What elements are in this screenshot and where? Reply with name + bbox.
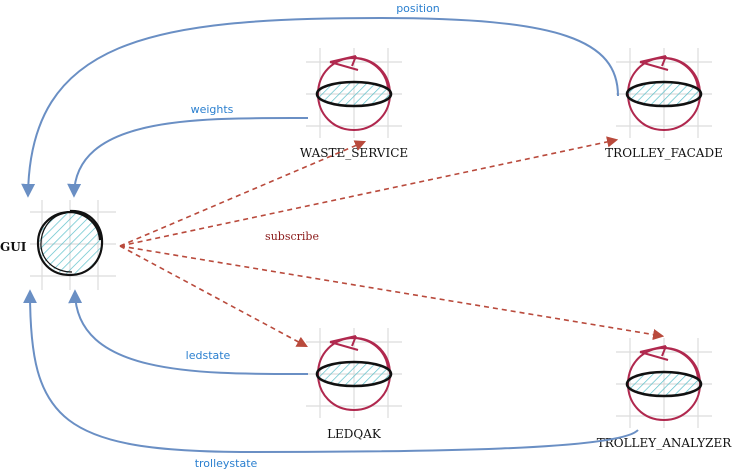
waste-service-actor-icon — [315, 55, 393, 132]
gui-node[interactable]: GUI — [0, 200, 116, 290]
subscribe-arrow-ledqak — [119, 245, 308, 348]
edge-position: position — [21, 2, 619, 198]
trolley-facade-label: TROLLEY_FACADE — [605, 146, 723, 160]
ledqak-node[interactable]: LEDQAK — [306, 328, 402, 441]
edge-weights-label: weights — [191, 103, 234, 116]
subscribe-arrow-trolley-analyzer — [119, 245, 665, 341]
edge-trolleystate: trolleystate — [23, 289, 639, 469]
ledqak-label: LEDQAK — [327, 427, 382, 441]
edge-ledstate-label: ledstate — [186, 349, 231, 362]
ledqak-actor-icon — [315, 335, 393, 412]
edge-ledstate: ledstate — [68, 289, 309, 376]
trolley-analyzer-actor-icon — [625, 345, 703, 422]
trolley-facade-actor-icon — [625, 55, 703, 132]
edge-subscribe: subscribe — [119, 136, 665, 348]
trolley-facade-node[interactable]: TROLLEY_FACADE — [605, 48, 723, 160]
edge-subscribe-label: subscribe — [265, 230, 319, 243]
waste-service-node[interactable]: WASTE_SERVICE — [300, 48, 408, 160]
gui-circle-icon — [36, 209, 104, 277]
edge-position-label: position — [396, 2, 440, 15]
trolley-analyzer-label: TROLLEY_ANALYZER — [597, 436, 733, 450]
subscribe-arrow-trolley-facade — [119, 136, 619, 247]
subscribe-arrow-waste-service — [119, 140, 367, 247]
trolley-analyzer-node[interactable]: TROLLEY_ANALYZER — [597, 338, 733, 450]
gui-label: GUI — [0, 240, 27, 254]
waste-service-label: WASTE_SERVICE — [300, 146, 408, 160]
edge-weights: weights — [67, 103, 309, 198]
edge-trolleystate-label: trolleystate — [195, 457, 258, 469]
